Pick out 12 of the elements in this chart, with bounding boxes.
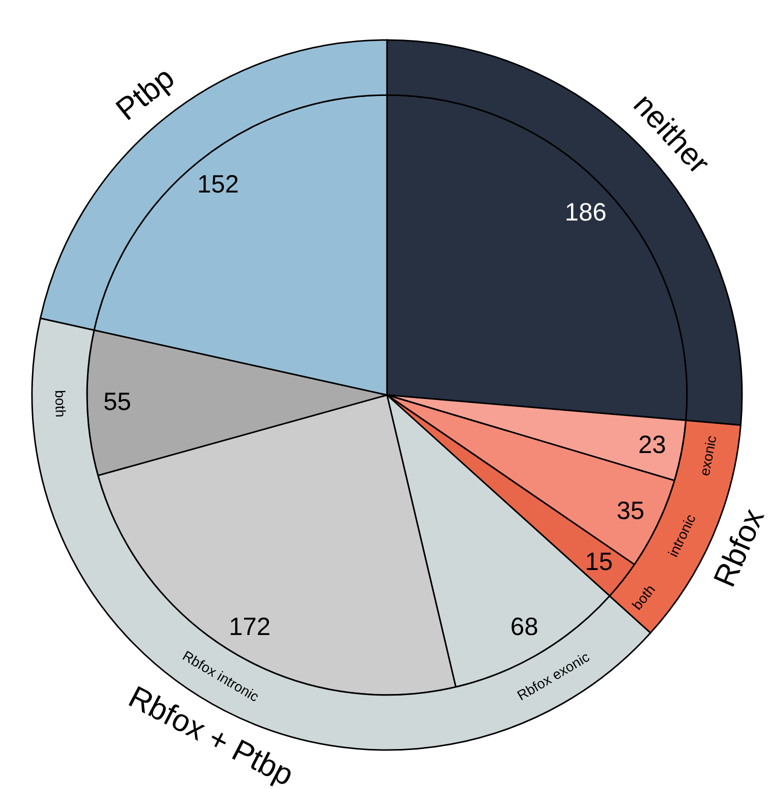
- data-label: 55: [103, 388, 132, 416]
- data-label: 68: [510, 613, 538, 642]
- slice-label: both: [52, 390, 69, 418]
- data-label: 15: [584, 548, 613, 576]
- data-label: 172: [228, 613, 271, 642]
- data-label: 152: [197, 170, 239, 199]
- data-label: 23: [638, 431, 666, 460]
- text: Ptbp: [109, 60, 181, 128]
- slice-label: exonic: [696, 434, 720, 478]
- data-label: 186: [564, 198, 607, 226]
- data-label: 35: [616, 497, 644, 526]
- text: Rbfox: [706, 503, 772, 592]
